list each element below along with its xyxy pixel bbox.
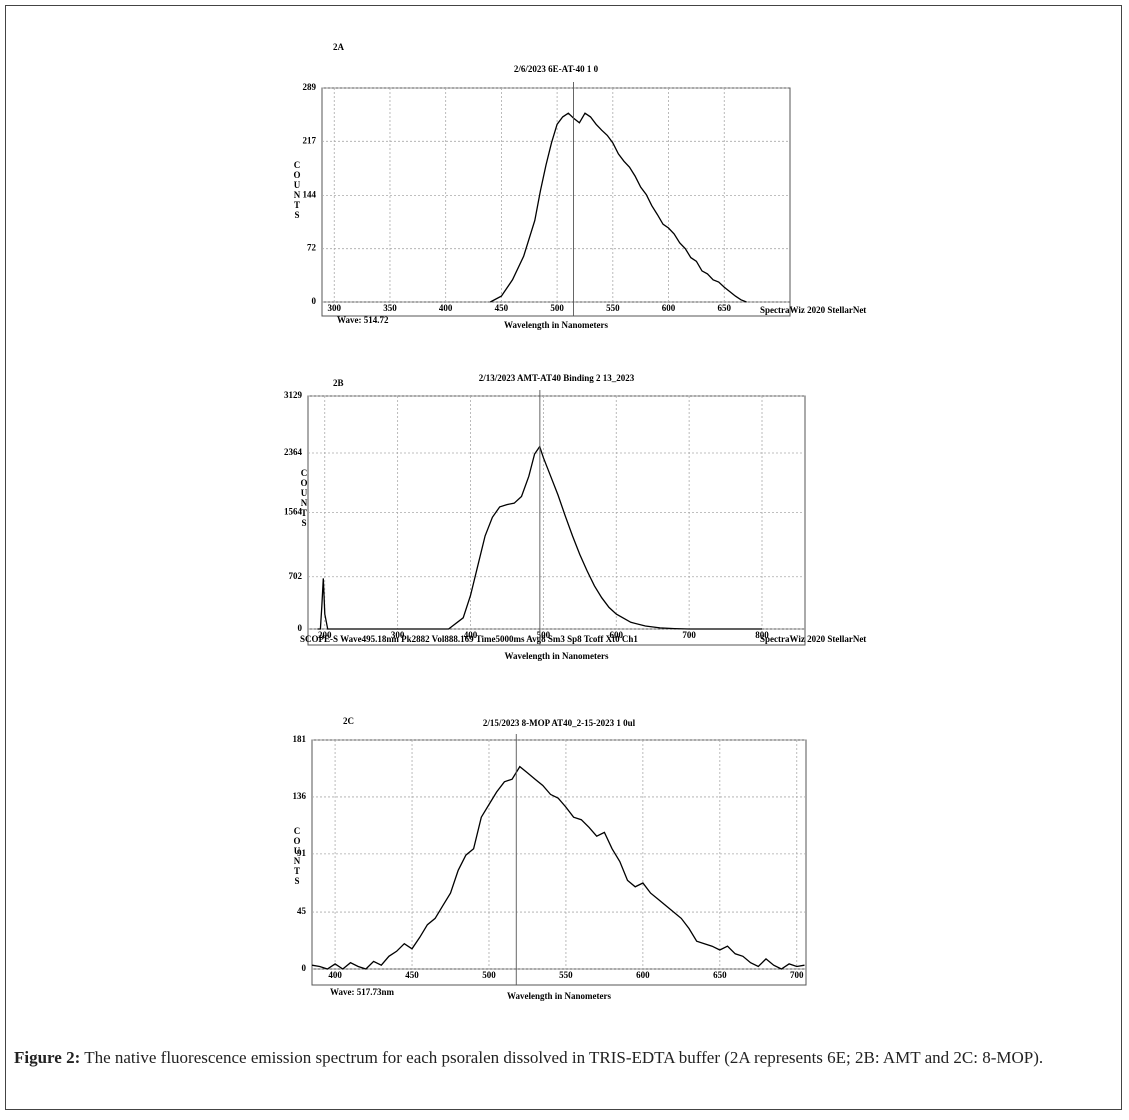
x-tick-label: 500 xyxy=(550,303,564,313)
x-tick-label: 600 xyxy=(636,970,650,980)
plot-frame xyxy=(311,739,807,986)
x-tick-label: 400 xyxy=(439,303,453,313)
plot-frame xyxy=(307,395,806,646)
x-tick-label: 400 xyxy=(464,630,478,640)
x-tick-label: 700 xyxy=(790,970,804,980)
stamp: SpectraWiz 2020 StellarNet xyxy=(760,305,866,315)
y-tick-label: 0 xyxy=(302,963,307,973)
x-tick-label: 550 xyxy=(606,303,620,313)
chart-title: 2/15/2023 8-MOP AT40_2-15-2023 1 0ul xyxy=(483,718,636,728)
footnote: SCOPE-S Wave495.18nm Pk2882 Vol888.169 T… xyxy=(300,634,638,644)
footnote: Wave: 517.73nm xyxy=(330,987,395,997)
spectrum-line xyxy=(317,445,762,630)
panel-label: 2B xyxy=(333,378,344,388)
y-axis-label: COUNTS xyxy=(292,826,302,886)
x-tick-label: 450 xyxy=(495,303,509,313)
x-tick-label: 600 xyxy=(610,630,624,640)
x-tick-label: 350 xyxy=(383,303,397,313)
y-axis-label: COUNTS xyxy=(292,160,302,220)
y-tick-label: 0 xyxy=(312,296,317,306)
spectrum-line xyxy=(311,765,805,970)
y-tick-label: 181 xyxy=(293,734,307,744)
y-tick-label: 91 xyxy=(297,848,307,858)
plot-frame xyxy=(321,87,791,317)
x-tick-label: 650 xyxy=(718,303,732,313)
y-tick-label: 2364 xyxy=(284,447,303,457)
y-tick-label: 289 xyxy=(303,82,317,92)
caption: Figure 2: The native fluorescence emissi… xyxy=(14,1046,1114,1069)
x-axis-label: Wavelength in Nanometers xyxy=(505,651,609,661)
footnote: Wave: 514.72 xyxy=(337,315,389,325)
outer-frame xyxy=(5,5,1122,1110)
y-tick-label: 136 xyxy=(293,791,307,801)
y-tick-label: 144 xyxy=(303,189,317,199)
y-tick-label: 1564 xyxy=(284,507,303,517)
y-tick-label: 0 xyxy=(298,623,303,633)
x-tick-label: 600 xyxy=(662,303,676,313)
y-tick-label: 3129 xyxy=(284,390,303,400)
x-tick-label: 550 xyxy=(559,970,573,980)
panel-label: 2C xyxy=(343,716,354,726)
chart-title: 2/13/2023 AMT-AT40 Binding 2 13_2023 xyxy=(479,373,635,383)
x-tick-label: 400 xyxy=(328,970,342,980)
caption-text: The native fluorescence emission spectru… xyxy=(80,1048,1044,1067)
y-tick-label: 72 xyxy=(307,243,317,253)
y-tick-label: 45 xyxy=(297,906,307,916)
x-tick-label: 800 xyxy=(755,630,769,640)
x-tick-label: 300 xyxy=(391,630,405,640)
y-axis-label: COUNTS xyxy=(299,468,309,528)
caption-label: Figure 2: xyxy=(14,1048,81,1067)
spectrum-line xyxy=(489,112,747,303)
y-tick-label: 702 xyxy=(289,571,303,581)
panel-label: 2A xyxy=(333,42,345,52)
x-axis-label: Wavelength in Nanometers xyxy=(504,320,608,330)
x-tick-label: 650 xyxy=(713,970,727,980)
x-tick-label: 500 xyxy=(482,970,496,980)
x-tick-label: 200 xyxy=(318,630,332,640)
y-tick-label: 217 xyxy=(303,135,317,145)
chart-title: 2/6/2023 6E-AT-40 1 0 xyxy=(514,64,599,74)
x-tick-label: 450 xyxy=(405,970,419,980)
stamp: SpectraWiz 2020 StellarNet xyxy=(760,634,866,644)
x-tick-label: 500 xyxy=(537,630,551,640)
x-tick-label: 700 xyxy=(682,630,696,640)
x-axis-label: Wavelength in Nanometers xyxy=(507,991,611,1001)
x-tick-label: 300 xyxy=(328,303,342,313)
